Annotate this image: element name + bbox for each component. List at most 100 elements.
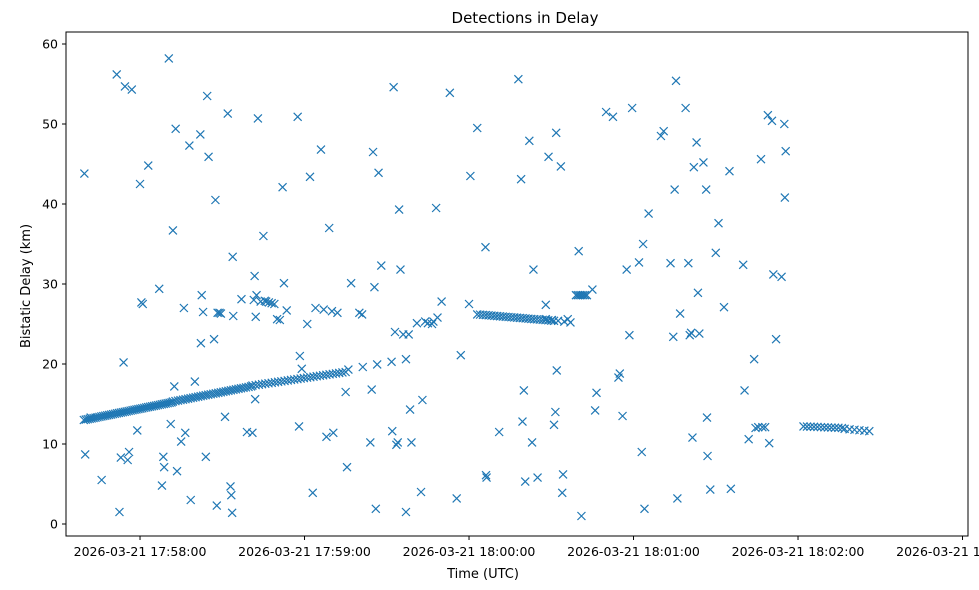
- data-point: [519, 385, 529, 395]
- data-point: [327, 306, 337, 316]
- data-point: [228, 311, 238, 321]
- data-point: [644, 209, 654, 219]
- data-point: [670, 185, 680, 195]
- data-point: [390, 327, 400, 337]
- data-point: [702, 413, 712, 423]
- data-point: [557, 488, 567, 498]
- data-point: [227, 508, 237, 518]
- data-point: [253, 113, 263, 123]
- data-point: [250, 271, 260, 281]
- data-point: [401, 507, 411, 517]
- data-point: [372, 359, 382, 369]
- data-point: [389, 82, 399, 92]
- data-point: [806, 422, 815, 432]
- data-point: [764, 438, 774, 448]
- data-point: [634, 257, 644, 267]
- data-point: [305, 172, 315, 182]
- data-point: [212, 501, 222, 511]
- data-point: [672, 493, 682, 503]
- data-point: [80, 449, 90, 459]
- data-point: [659, 126, 669, 136]
- data-point: [711, 248, 721, 258]
- data-point: [431, 203, 441, 213]
- data-point: [387, 357, 396, 367]
- data-point: [115, 507, 124, 517]
- data-point: [725, 166, 734, 176]
- data-point: [293, 112, 303, 122]
- data-point: [401, 354, 411, 364]
- data-point: [701, 185, 711, 195]
- y-tick-label: 0: [50, 517, 58, 532]
- data-point: [719, 302, 729, 312]
- data-point: [248, 428, 257, 438]
- data-point: [524, 136, 534, 146]
- data-point: [311, 303, 320, 313]
- data-point: [316, 145, 326, 155]
- data-point: [608, 112, 618, 122]
- data-point: [365, 437, 375, 447]
- data-point: [269, 299, 279, 309]
- data-point: [726, 484, 736, 494]
- data-point: [252, 290, 261, 300]
- data-point: [190, 377, 200, 387]
- data-point: [226, 481, 235, 491]
- data-point: [370, 282, 379, 292]
- data-point: [261, 297, 271, 307]
- data-point: [223, 109, 233, 119]
- data-point: [196, 338, 206, 348]
- data-point: [97, 475, 107, 485]
- data-point: [771, 334, 781, 344]
- x-tick-label: 2026-03-21 18:00:00: [403, 544, 536, 559]
- data-point: [169, 381, 179, 391]
- data-point: [809, 422, 819, 432]
- data-point: [278, 182, 288, 192]
- data-point: [656, 131, 666, 141]
- data-point: [802, 422, 812, 431]
- data-point: [164, 53, 174, 63]
- y-tick-label: 20: [42, 357, 58, 372]
- data-point: [685, 330, 695, 340]
- data-point: [767, 116, 777, 126]
- data-point: [823, 422, 833, 432]
- data-point: [638, 239, 648, 249]
- data-point: [744, 434, 754, 444]
- data-point: [445, 88, 455, 98]
- y-tick-label: 40: [42, 197, 58, 212]
- data-point: [837, 423, 847, 433]
- data-point: [120, 81, 130, 91]
- data-point: [516, 174, 526, 184]
- data-point: [681, 103, 691, 113]
- data-point: [124, 447, 134, 457]
- data-point: [689, 162, 699, 172]
- data-point: [582, 290, 592, 300]
- data-point: [781, 146, 791, 156]
- data-point: [275, 315, 285, 325]
- data-point: [341, 387, 351, 397]
- y-tick-label: 60: [42, 37, 58, 52]
- data-point: [251, 312, 261, 322]
- y-tick-label: 50: [42, 117, 58, 132]
- data-point: [201, 452, 211, 462]
- data-point: [282, 305, 292, 315]
- x-tick-label: 2026-03-21 18:02:00: [732, 544, 865, 559]
- data-point: [166, 419, 176, 429]
- data-point: [494, 427, 504, 437]
- data-point: [615, 369, 625, 379]
- data-point: [464, 299, 474, 309]
- data-point: [481, 470, 491, 480]
- data-point: [374, 168, 383, 178]
- data-point: [757, 422, 767, 432]
- data-point: [481, 242, 490, 252]
- data-point: [520, 477, 530, 487]
- data-point: [738, 260, 748, 270]
- data-point: [168, 225, 178, 235]
- data-point: [777, 272, 786, 282]
- data-point: [705, 485, 715, 495]
- data-point: [601, 107, 611, 117]
- data-point: [294, 421, 304, 431]
- data-point: [416, 487, 426, 497]
- data-point: [699, 157, 708, 167]
- data-point: [237, 294, 246, 304]
